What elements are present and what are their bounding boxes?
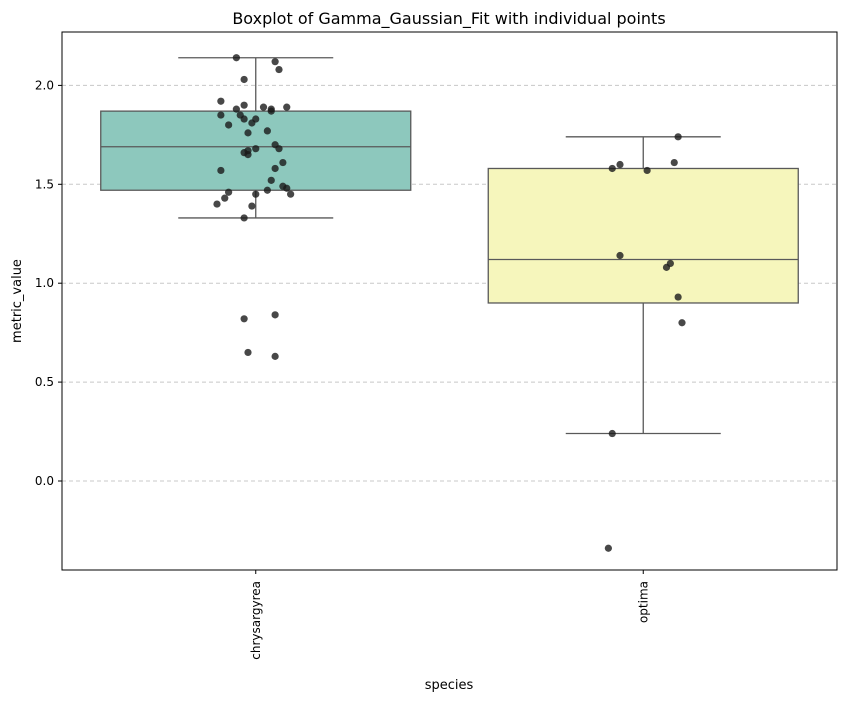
data-point <box>275 145 283 153</box>
data-point <box>213 200 221 208</box>
data-point <box>244 129 252 137</box>
data-point <box>244 348 252 357</box>
y-tick-label: 0.5 <box>35 375 54 389</box>
data-point <box>240 214 248 222</box>
data-point <box>248 202 256 210</box>
chart-title: Boxplot of Gamma_Gaussian_Fit with indiv… <box>232 9 665 29</box>
data-point <box>217 97 225 105</box>
boxes <box>100 57 799 435</box>
data-point <box>279 158 287 167</box>
data-point <box>674 293 682 301</box>
x-axis-ticks: chrysargyrea optima <box>249 570 650 660</box>
data-point <box>240 75 248 84</box>
data-point <box>221 194 229 202</box>
data-point <box>225 121 233 129</box>
y-tick-label: 2.0 <box>35 78 54 92</box>
iqr-box <box>100 110 412 191</box>
data-point <box>240 315 248 323</box>
data-point <box>263 186 271 194</box>
data-point <box>608 164 616 173</box>
box-optima <box>487 136 799 435</box>
data-point <box>674 133 682 141</box>
data-points <box>213 54 686 552</box>
data-point <box>271 164 279 173</box>
data-point <box>616 251 624 260</box>
data-point <box>248 119 256 127</box>
y-tick-label: 0.0 <box>35 474 54 488</box>
data-point <box>275 65 283 74</box>
data-point <box>616 160 624 169</box>
data-point <box>287 190 295 198</box>
x-tick-label: optima <box>636 581 650 623</box>
data-point <box>267 107 275 115</box>
x-tick-label: chrysargyrea <box>249 581 263 660</box>
y-tick-label: 1.0 <box>35 276 54 290</box>
data-point <box>252 190 260 198</box>
iqr-box <box>487 167 799 304</box>
data-point <box>604 544 612 552</box>
data-point <box>244 151 252 159</box>
data-point <box>225 188 233 196</box>
data-point <box>283 103 291 111</box>
data-point <box>670 158 678 167</box>
data-point <box>217 111 225 119</box>
data-point <box>608 429 616 438</box>
data-point <box>240 115 248 123</box>
y-tick-label: 1.5 <box>35 177 54 191</box>
data-point <box>259 103 268 111</box>
data-point <box>283 184 291 192</box>
data-point <box>666 259 674 268</box>
y-axis-ticks: 0.0 0.5 1.0 1.5 2.0 <box>35 78 62 488</box>
data-point <box>240 101 248 109</box>
plot-frame <box>61 31 838 571</box>
data-point <box>217 166 225 175</box>
data-point <box>263 127 271 135</box>
data-point <box>678 319 686 327</box>
data-point <box>252 145 260 153</box>
data-point <box>271 352 279 360</box>
y-axis-label: metric_value <box>10 259 25 343</box>
x-axis-label: species <box>425 678 474 693</box>
data-point <box>267 176 275 184</box>
data-point <box>232 54 240 62</box>
data-point <box>643 166 651 175</box>
data-point <box>232 105 240 113</box>
data-point <box>271 58 279 66</box>
data-point <box>271 311 279 319</box>
